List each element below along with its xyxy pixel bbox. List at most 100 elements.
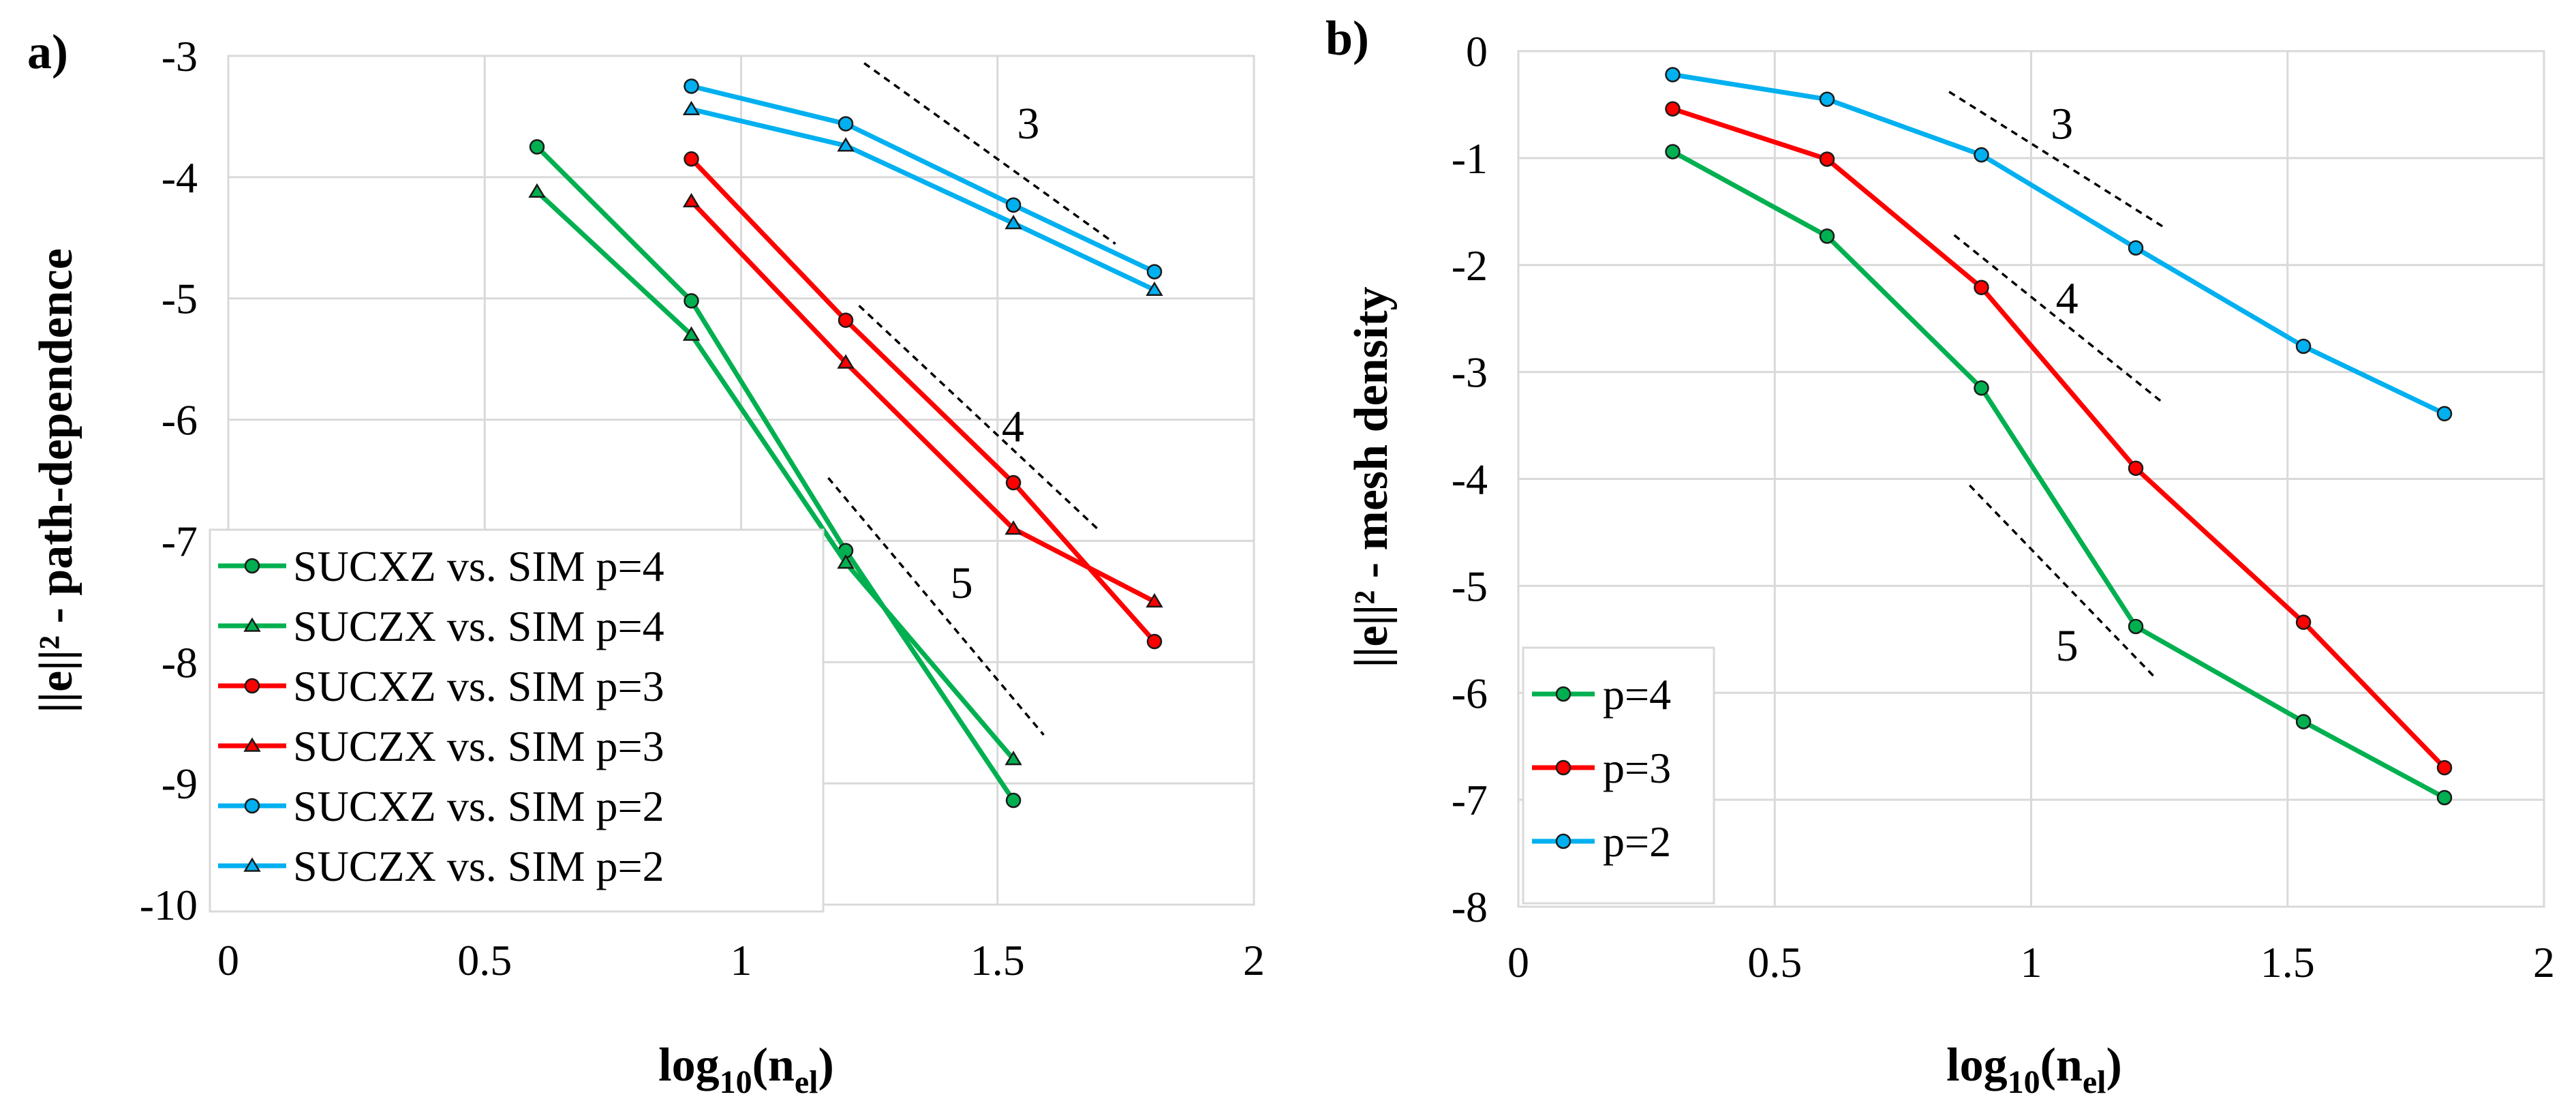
data-point	[1005, 751, 1022, 766]
x-tick-label: 2	[1243, 936, 1265, 984]
legend-marker	[244, 558, 260, 574]
y-tick-label: -8	[1452, 883, 1488, 931]
data-point	[1974, 147, 1989, 163]
x-tick-label: 0.5	[1747, 938, 1802, 986]
slope-guide-line	[1953, 234, 2166, 406]
series-line	[690, 84, 1156, 274]
y-tick-label: -7	[162, 517, 198, 565]
panel-b-slope-triangles: 3 4 5	[1948, 91, 2166, 678]
data-point	[837, 137, 855, 152]
series-2	[1665, 101, 2453, 776]
legend-item: SUCXZ vs. SIM p=2	[218, 782, 664, 830]
panel-a-x-tick-labels: 0 0.5 1 1.5 2	[217, 936, 1265, 984]
legend-item: p=2	[1532, 817, 1671, 866]
panel-b-x-label-paren: (n	[2040, 1039, 2083, 1091]
slope-label: 5	[2056, 621, 2079, 671]
data-point	[682, 326, 701, 341]
panel-a-series	[528, 78, 1163, 809]
legend-label: SUCZX vs. SIM p=3	[293, 722, 664, 770]
y-tick-label: -1	[1452, 134, 1488, 183]
data-point	[2128, 460, 2144, 477]
data-point	[2436, 759, 2453, 776]
series-line	[535, 145, 1015, 802]
panel-a-y-tick-labels: -3 -4 -5 -6 -7 -8 -9 -10	[140, 32, 198, 929]
legend-marker	[243, 737, 261, 752]
data-point	[1974, 380, 1989, 396]
panel-a: a) -3 -4 -5 -6 -7 -8 -9 -10 0 0.5 1 1.5 2 3 4 5 ||e||…	[27, 25, 1265, 1100]
panel-a-x-axis-label: log10(nel)	[658, 1039, 834, 1100]
x-tick-label: 2	[2533, 938, 2555, 986]
y-tick-label: -7	[1452, 776, 1488, 824]
panel-b-x-label-close: )	[2106, 1039, 2122, 1091]
legend-marker	[244, 798, 260, 814]
legend-item: p=3	[1532, 744, 1671, 792]
series-line	[535, 190, 1015, 761]
series-3	[1665, 67, 2453, 422]
legend-item: SUCZX vs. SIM p=4	[218, 602, 664, 650]
data-point	[1819, 91, 1835, 107]
slope-guide-line	[1968, 484, 2156, 678]
legend-marker	[244, 678, 260, 694]
x-tick-label: 0	[217, 936, 239, 984]
legend-marker	[1555, 759, 1571, 776]
y-tick-label: -6	[162, 396, 198, 444]
series-line	[1672, 72, 2446, 416]
series-4	[682, 192, 1163, 608]
data-point	[1819, 228, 1835, 244]
series-2	[528, 183, 1022, 766]
series-line	[690, 106, 1156, 292]
data-point	[1005, 215, 1022, 230]
series-line	[689, 200, 1156, 604]
y-tick-label: -5	[1452, 562, 1488, 610]
x-tick-label: 0	[1507, 938, 1529, 986]
data-point	[684, 293, 699, 309]
legend-box	[1522, 646, 1715, 905]
data-point	[1665, 144, 1681, 160]
legend-item: SUCZX vs. SIM p=3	[218, 722, 664, 770]
slope-guide-line	[1948, 91, 2166, 229]
legend-marker	[243, 617, 261, 632]
y-tick-label: -6	[1452, 669, 1488, 717]
panel-b-y-tick-labels: 0 -1 -2 -3 -4 -5 -6 -7 -8	[1452, 27, 1488, 931]
legend-marker	[1555, 833, 1571, 849]
legend-item: SUCZX vs. SIM p=2	[218, 842, 664, 890]
y-tick-label: -3	[1452, 348, 1488, 397]
legend-label: p=4	[1603, 670, 1671, 719]
slope-label: 3	[1017, 99, 1039, 149]
y-tick-label: -2	[1452, 241, 1488, 290]
legend-item: p=4	[1532, 670, 1671, 719]
panel-b-label: b)	[1325, 11, 1369, 65]
data-point	[1665, 67, 1681, 82]
series-6	[682, 100, 1163, 297]
legend-marker	[1555, 686, 1571, 702]
data-point	[1819, 151, 1835, 167]
legend-box	[209, 528, 825, 913]
slope-guide-line	[863, 62, 1116, 245]
data-point	[2295, 614, 2312, 630]
data-point	[2436, 789, 2453, 806]
series-1	[1665, 144, 2453, 806]
panel-a-x-label-sub: 10	[720, 1064, 752, 1100]
panel-a-x-label-sub2: el	[795, 1064, 818, 1100]
panel-a-x-label-close: )	[818, 1039, 834, 1091]
x-tick-label: 1	[731, 936, 752, 984]
data-point	[684, 151, 699, 167]
y-tick-label: -9	[162, 759, 198, 808]
data-point	[682, 192, 701, 208]
slope-label: 5	[951, 558, 973, 608]
y-tick-label: -8	[162, 638, 198, 687]
data-point	[528, 183, 546, 198]
x-tick-label: 0.5	[457, 936, 512, 984]
data-point	[838, 312, 854, 328]
panel-b-x-axis-label: log10(nel)	[1946, 1039, 2122, 1100]
data-point	[682, 100, 701, 116]
y-tick-label: 0	[1466, 27, 1488, 76]
data-point	[837, 554, 855, 569]
data-point	[1005, 792, 1022, 809]
y-tick-label: -4	[162, 153, 198, 202]
legend-label: SUCZX vs. SIM p=2	[293, 842, 664, 890]
data-point	[1665, 101, 1681, 117]
data-point	[1005, 474, 1022, 491]
series-line	[1672, 106, 2447, 770]
